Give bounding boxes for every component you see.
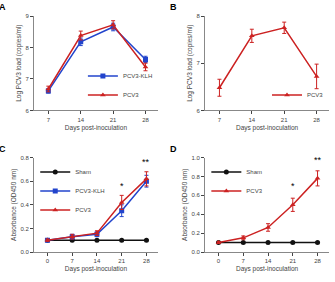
svg-text:Days post-inoculation: Days post-inoculation — [236, 124, 299, 132]
svg-text:0.0: 0.0 — [192, 249, 201, 255]
svg-text:Log PCV3 load (copies/ml): Log PCV3 load (copies/ml) — [15, 25, 23, 102]
svg-text:6: 6 — [25, 108, 29, 114]
svg-text:14: 14 — [248, 117, 255, 123]
svg-text:PCV3: PCV3 — [75, 207, 91, 213]
svg-text:**: ** — [314, 155, 322, 165]
svg-text:9: 9 — [25, 13, 29, 19]
svg-text:0: 0 — [46, 258, 50, 264]
svg-text:**: ** — [142, 157, 150, 167]
svg-text:Absorbance (OD450 nm): Absorbance (OD450 nm) — [10, 169, 18, 241]
svg-text:21: 21 — [118, 258, 125, 264]
svg-text:7: 7 — [197, 60, 201, 66]
svg-text:7: 7 — [47, 117, 51, 123]
svg-text:28: 28 — [313, 117, 320, 123]
svg-text:Sham: Sham — [75, 169, 91, 175]
svg-text:7: 7 — [242, 258, 246, 264]
svg-text:Log PCV3 load (copies/ml): Log PCV3 load (copies/ml) — [186, 25, 194, 102]
svg-text:0.8: 0.8 — [20, 155, 29, 161]
svg-text:0.4: 0.4 — [20, 202, 29, 208]
svg-text:1.0: 1.0 — [192, 155, 201, 161]
svg-text:0.6: 0.6 — [192, 192, 201, 198]
svg-text:14: 14 — [265, 258, 272, 264]
svg-text:21: 21 — [281, 117, 288, 123]
svg-text:8: 8 — [197, 13, 201, 19]
svg-text:7: 7 — [218, 117, 222, 123]
svg-text:0.0: 0.0 — [20, 249, 29, 255]
svg-text:PCV3: PCV3 — [123, 92, 139, 98]
svg-text:A: A — [0, 2, 6, 12]
svg-text:21: 21 — [110, 117, 117, 123]
svg-text:PCV3: PCV3 — [246, 188, 262, 194]
svg-text:0: 0 — [217, 258, 221, 264]
svg-text:28: 28 — [142, 117, 149, 123]
svg-text:*: * — [120, 181, 124, 191]
svg-text:Absorbance (OD450 nm): Absorbance (OD450 nm) — [181, 169, 189, 241]
svg-text:B: B — [170, 2, 177, 12]
svg-text:0.2: 0.2 — [20, 226, 29, 232]
svg-text:PCV3-KLH: PCV3-KLH — [75, 188, 104, 194]
svg-text:0.6: 0.6 — [20, 178, 29, 184]
svg-text:14: 14 — [94, 258, 101, 264]
svg-text:Days post-inoculation: Days post-inoculation — [65, 265, 128, 273]
svg-text:D: D — [170, 144, 177, 154]
svg-text:0.4: 0.4 — [192, 211, 201, 217]
svg-text:6: 6 — [197, 108, 201, 114]
svg-text:7: 7 — [71, 258, 75, 264]
svg-text:28: 28 — [143, 258, 150, 264]
svg-text:C: C — [0, 144, 6, 154]
svg-text:28: 28 — [314, 258, 321, 264]
svg-text:PCV3-KLH: PCV3-KLH — [123, 73, 152, 79]
svg-text:21: 21 — [289, 258, 296, 264]
svg-text:Days post-inoculation: Days post-inoculation — [236, 265, 299, 273]
svg-text:8: 8 — [25, 45, 29, 51]
svg-text:*: * — [291, 181, 295, 191]
svg-text:0.2: 0.2 — [192, 230, 201, 236]
svg-text:PCV3: PCV3 — [307, 92, 323, 98]
svg-text:7: 7 — [25, 76, 29, 82]
svg-text:Sham: Sham — [246, 169, 262, 175]
svg-text:14: 14 — [77, 117, 84, 123]
svg-text:0.8: 0.8 — [192, 174, 201, 180]
svg-text:Days post-inoculation: Days post-inoculation — [65, 124, 128, 132]
